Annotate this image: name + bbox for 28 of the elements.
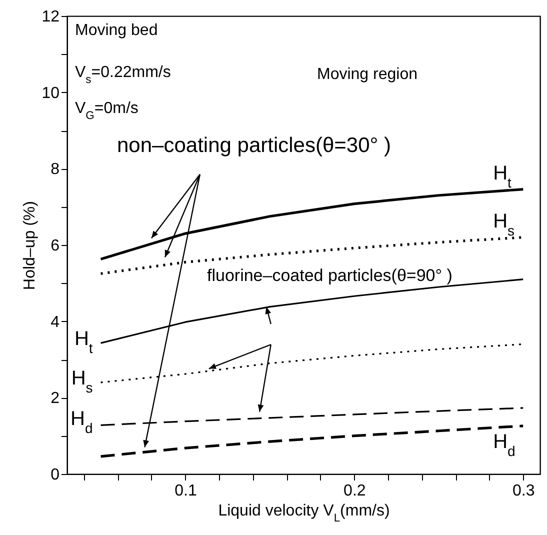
x-tick-label: 0.3 xyxy=(512,482,535,500)
y-tick-label: 2 xyxy=(50,390,60,408)
y-tick-label: 4 xyxy=(50,314,60,331)
annotation: fluorine–coated particles(θ=90° ) xyxy=(207,266,452,285)
line-series xyxy=(99,188,524,260)
series-label: H$_{t}$ xyxy=(74,328,93,356)
series-label: H$_{s}$ xyxy=(493,210,515,238)
line-series xyxy=(99,424,524,458)
x-axis-title: Liquid velocity V$_{L}$(mm/s) xyxy=(218,502,390,524)
series-label: H$_{t}$ xyxy=(493,162,512,190)
line-series xyxy=(100,407,524,426)
line-series xyxy=(100,343,524,384)
x-tick-label: 0.1 xyxy=(174,482,197,500)
y-tick-label: 0 xyxy=(50,466,60,484)
y-tick-label: 8 xyxy=(50,161,60,178)
y-tick-label: 6 xyxy=(50,238,60,254)
series-label: H$_{s}$ xyxy=(71,367,93,396)
annotation: Moving bed xyxy=(75,22,158,39)
series-label: H$_{d}$ xyxy=(493,430,516,459)
annotation: V$_{G}$=0m/s xyxy=(75,100,138,122)
y-tick-label: 10 xyxy=(42,84,60,102)
x-tick-label: 0.2 xyxy=(344,482,366,500)
annotation: Moving region xyxy=(317,66,418,83)
annotation: non–coating particles(θ=30° ) xyxy=(117,134,391,157)
series-label: H$_{d}$ xyxy=(70,408,93,436)
y-tick-label: 12 xyxy=(42,8,60,26)
annotation: V$_{s}$=0.22mm/s xyxy=(75,64,171,86)
y-axis-title: Hold–up (%) xyxy=(22,201,39,290)
